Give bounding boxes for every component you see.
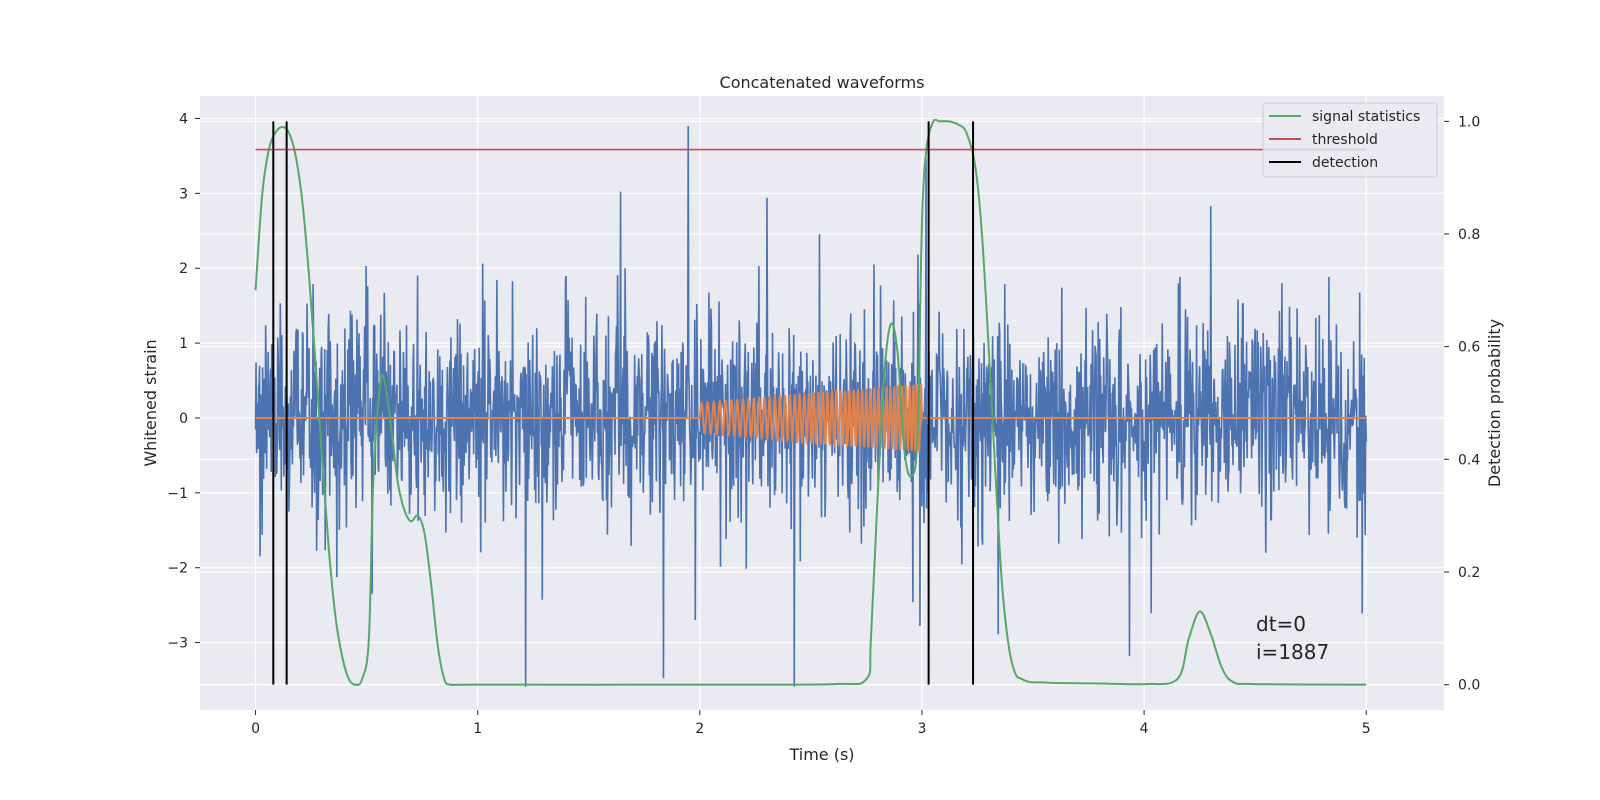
y-tick-label: −3 — [167, 636, 188, 652]
legend-label-detection: detection — [1312, 155, 1378, 171]
legend-label-threshold: threshold — [1312, 132, 1378, 148]
y-tick-label: −2 — [167, 561, 188, 577]
legend-frame — [1262, 102, 1438, 178]
y2-tick-label: 1.0 — [1458, 114, 1480, 130]
y-tick-label: −1 — [167, 486, 188, 502]
x-tick-label: 5 — [1362, 721, 1371, 737]
y-axis-label: Whitened strain — [141, 339, 160, 466]
y-tick-label: 2 — [179, 261, 188, 277]
grid — [200, 96, 1444, 710]
y2-tick-label: 0.6 — [1458, 340, 1480, 356]
y2-tick-label: 0.0 — [1458, 678, 1480, 694]
chart-title: Concatenated waveforms — [720, 73, 925, 92]
y-tick-label: 4 — [179, 111, 188, 127]
x-tick-label: 0 — [251, 721, 260, 737]
annotation-dt: dt=0 — [1256, 612, 1306, 636]
legend: signal statistics threshold detection — [1262, 102, 1438, 178]
plot-data — [254, 118, 1368, 687]
y2-tick-label: 0.4 — [1458, 452, 1480, 468]
y2-tick-label: 0.2 — [1458, 565, 1480, 581]
y2-axis-label: Detection probability — [1485, 319, 1504, 487]
x-tick-label: 4 — [1140, 721, 1149, 737]
annotation-index: i=1887 — [1256, 640, 1329, 664]
y-tick-label: 3 — [179, 186, 188, 202]
axes: 0 1 2 3 4 5 −3 −2 −1 0 1 2 3 4 0.0 0.2 0.4 0.6 0.8 1.0 — [167, 111, 1480, 737]
y-tick-label: 1 — [179, 336, 188, 352]
x-tick-label: 3 — [918, 721, 927, 737]
y2-tick-label: 0.8 — [1458, 227, 1480, 243]
signal-statistics-line — [254, 118, 1367, 687]
x-tick-label: 2 — [695, 721, 704, 737]
y-tick-label: 0 — [179, 411, 188, 427]
x-axis-label: Time (s) — [788, 745, 854, 764]
legend-label-signal-statistics: signal statistics — [1312, 109, 1420, 125]
injected-signal-chirp — [698, 382, 923, 452]
x-tick-label: 1 — [473, 721, 482, 737]
